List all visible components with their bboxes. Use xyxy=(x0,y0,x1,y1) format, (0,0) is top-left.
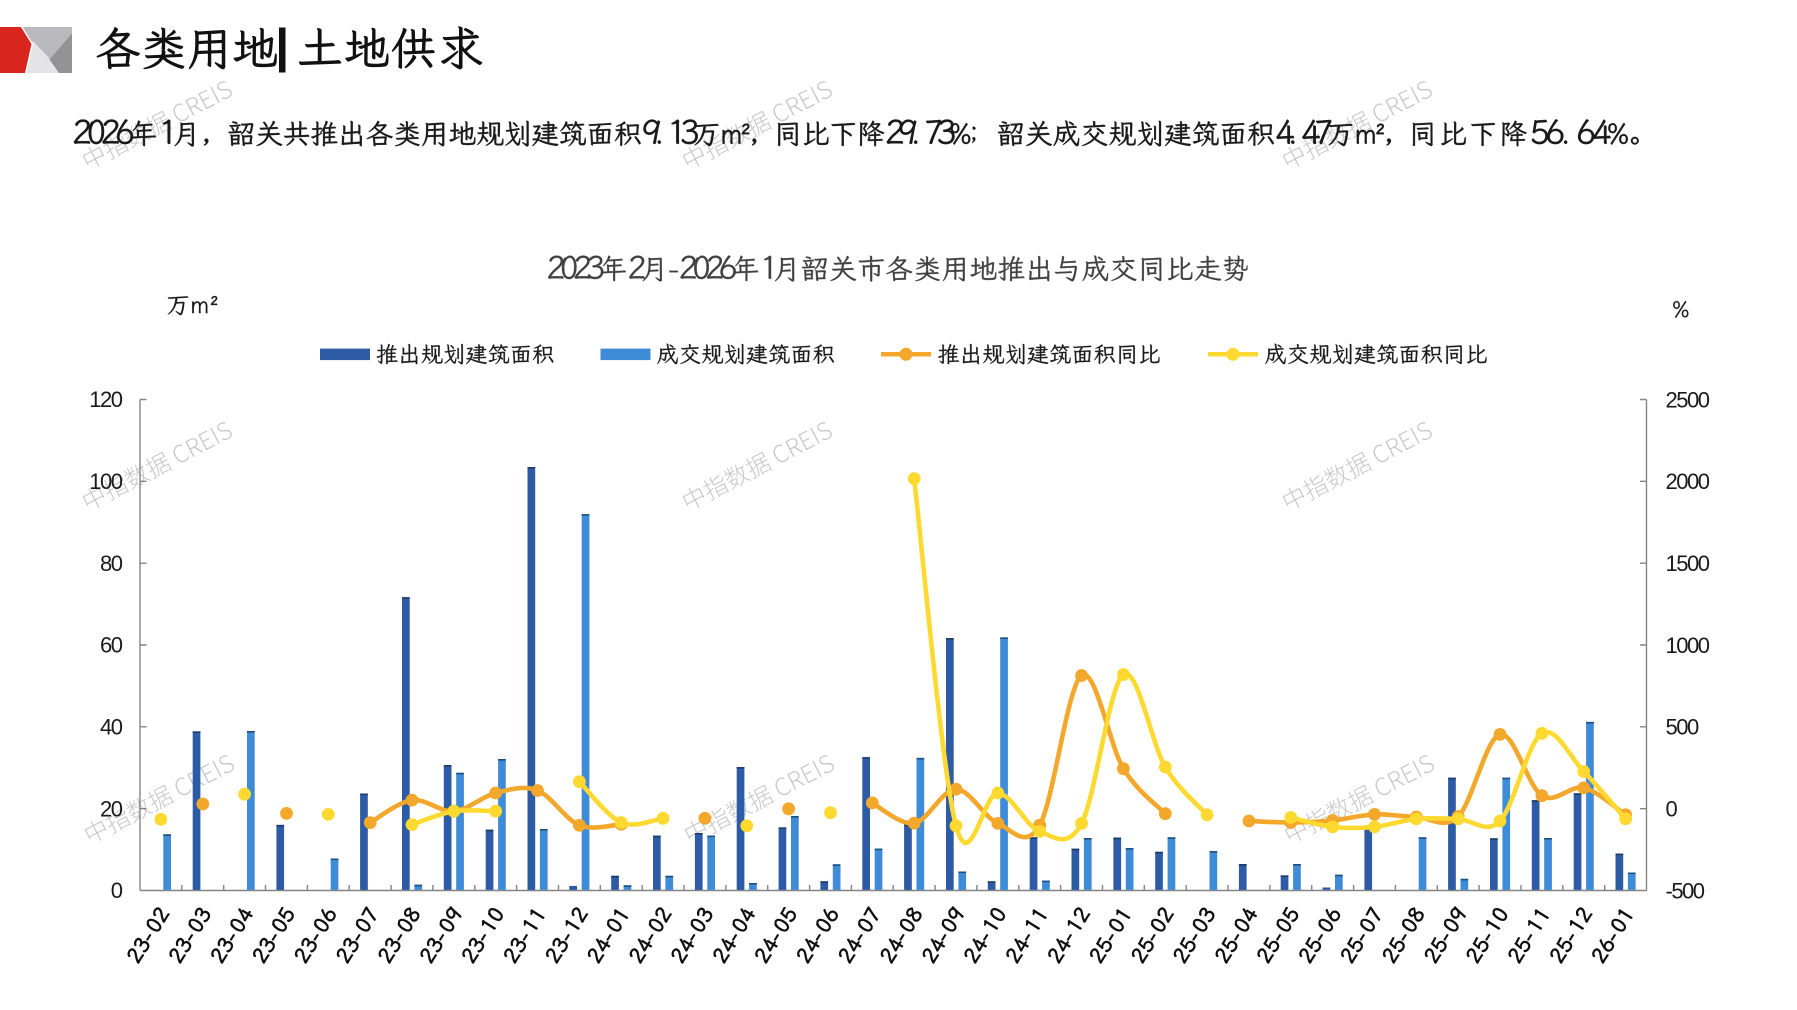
svg-text:20: 20 xyxy=(100,796,123,821)
svg-text:60: 60 xyxy=(100,633,123,658)
svg-text:2000: 2000 xyxy=(1666,469,1710,494)
svg-text:0: 0 xyxy=(111,878,123,903)
svg-text:2500: 2500 xyxy=(1666,387,1710,412)
svg-text:100: 100 xyxy=(89,469,122,494)
svg-text:40: 40 xyxy=(100,715,123,740)
svg-text:-500: -500 xyxy=(1666,878,1705,903)
svg-text:80: 80 xyxy=(100,551,123,576)
svg-text:500: 500 xyxy=(1666,715,1699,740)
svg-text:1000: 1000 xyxy=(1666,633,1710,658)
svg-text:1500: 1500 xyxy=(1666,551,1710,576)
svg-text:0: 0 xyxy=(1666,797,1678,822)
svg-text:120: 120 xyxy=(89,387,122,412)
